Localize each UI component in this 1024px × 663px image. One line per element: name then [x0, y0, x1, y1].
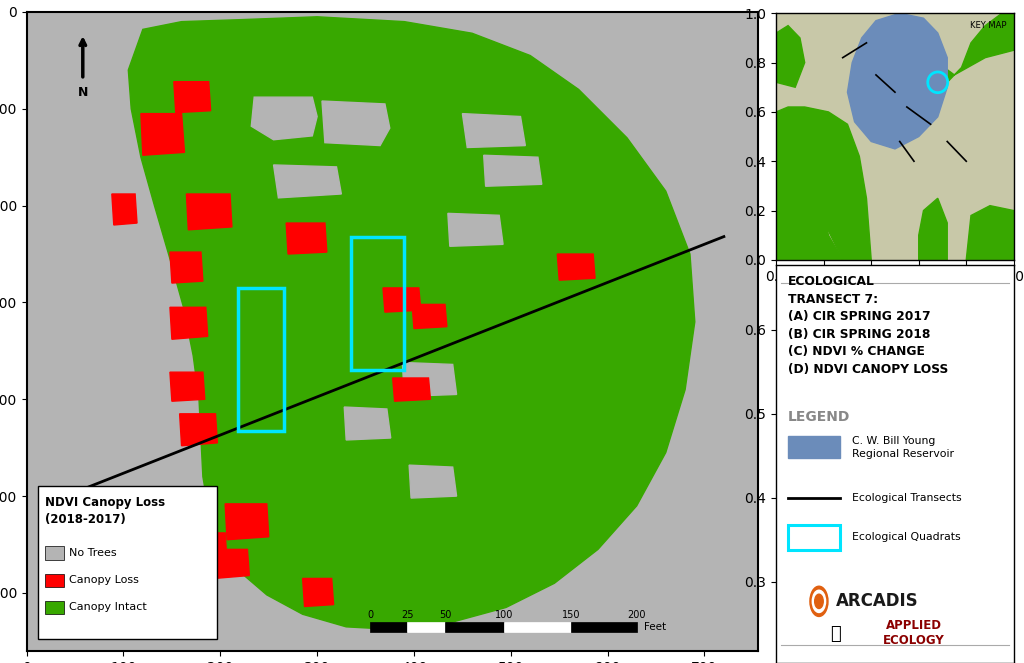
Text: Canopy Intact: Canopy Intact [70, 603, 147, 613]
Bar [45, 546, 65, 560]
Polygon shape [919, 198, 947, 260]
Text: 100: 100 [495, 610, 513, 620]
Polygon shape [557, 254, 595, 280]
Text: N: N [78, 86, 88, 99]
Polygon shape [447, 213, 503, 246]
Polygon shape [483, 155, 542, 186]
Text: 25: 25 [401, 610, 414, 620]
Text: 🌿: 🌿 [830, 625, 841, 643]
Polygon shape [225, 504, 268, 540]
Text: 150: 150 [561, 610, 581, 620]
Polygon shape [463, 113, 525, 147]
Text: 200: 200 [628, 610, 646, 620]
Polygon shape [189, 533, 227, 564]
Text: C. W. Bill Young
Regional Reservoir: C. W. Bill Young Regional Reservoir [852, 436, 954, 459]
Polygon shape [251, 97, 317, 140]
Polygon shape [776, 107, 871, 260]
Polygon shape [412, 304, 446, 329]
Polygon shape [128, 17, 695, 630]
Bar [788, 436, 841, 458]
Polygon shape [776, 124, 843, 260]
Text: Feet: Feet [644, 622, 667, 632]
Text: NDVI Canopy Loss
(2018-2017): NDVI Canopy Loss (2018-2017) [45, 496, 165, 526]
Bar [371, 622, 408, 632]
Polygon shape [402, 363, 457, 396]
Bar [788, 525, 841, 550]
Text: ECOLOGICAL
TRANSECT 7:
(A) CIR SPRING 2017
(B) CIR SPRING 2018
(C) NDVI % CHANGE: ECOLOGICAL TRANSECT 7: (A) CIR SPRING 20… [788, 275, 948, 376]
Polygon shape [213, 550, 250, 578]
Bar [45, 573, 65, 587]
Bar [445, 622, 504, 632]
Polygon shape [383, 288, 421, 312]
Bar [238, 288, 285, 431]
Text: 50: 50 [438, 610, 452, 620]
Bar [45, 601, 65, 614]
Polygon shape [322, 101, 390, 146]
Bar [351, 237, 404, 370]
Polygon shape [186, 194, 231, 230]
Polygon shape [174, 82, 211, 113]
Polygon shape [392, 378, 430, 401]
Polygon shape [112, 194, 137, 225]
Bar [38, 487, 217, 639]
Text: Canopy Loss: Canopy Loss [70, 575, 139, 585]
Text: 0: 0 [368, 610, 374, 620]
Bar [504, 622, 570, 632]
Text: Ecological Transects: Ecological Transects [852, 493, 962, 503]
Polygon shape [170, 372, 205, 401]
Circle shape [815, 594, 823, 609]
Polygon shape [170, 252, 203, 283]
Polygon shape [179, 414, 217, 446]
Bar [408, 622, 445, 632]
Polygon shape [776, 26, 805, 88]
Polygon shape [410, 465, 457, 498]
Text: APPLIED
ECOLOGY: APPLIED ECOLOGY [883, 619, 945, 647]
Polygon shape [938, 13, 1014, 82]
Bar [570, 622, 637, 632]
Circle shape [812, 590, 825, 613]
Polygon shape [967, 206, 1014, 260]
Polygon shape [303, 578, 334, 607]
Circle shape [810, 586, 828, 617]
Text: ARCADIS: ARCADIS [836, 592, 919, 611]
Polygon shape [286, 223, 327, 254]
Polygon shape [273, 165, 341, 198]
Text: LEGEND: LEGEND [788, 410, 851, 424]
Polygon shape [170, 307, 208, 339]
Text: Ecological Quadrats: Ecological Quadrats [852, 532, 961, 542]
Polygon shape [848, 13, 947, 149]
Polygon shape [344, 407, 391, 440]
Polygon shape [141, 113, 184, 155]
Text: No Trees: No Trees [70, 548, 117, 558]
Text: KEY MAP: KEY MAP [970, 21, 1007, 30]
